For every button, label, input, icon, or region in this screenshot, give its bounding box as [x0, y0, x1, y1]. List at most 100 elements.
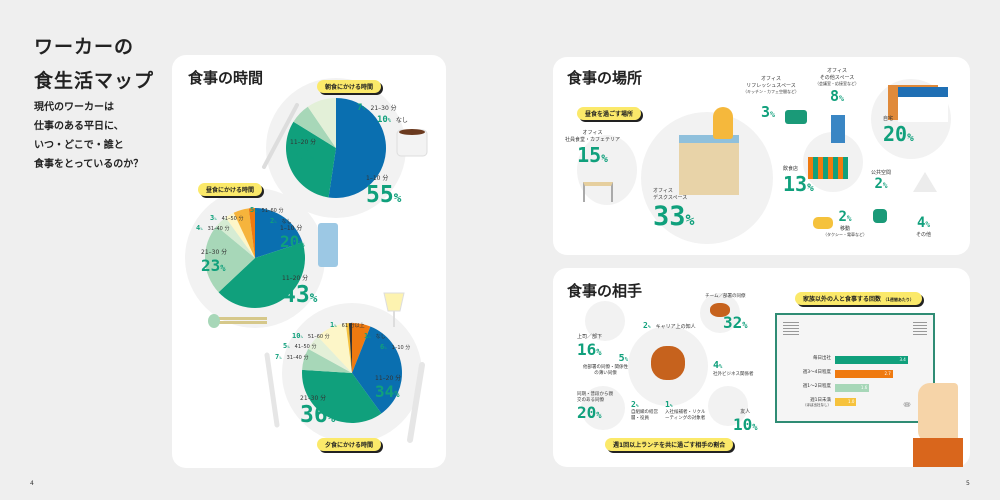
dinner-tag: 夕食にかける時間: [317, 438, 382, 451]
plate-icon: [581, 386, 625, 430]
partner-item: 4% 社外ビジネス関係者: [713, 360, 754, 377]
pie-slice: [317, 323, 352, 373]
pie-slice: [352, 326, 402, 414]
lead-text: 現代のワーカーは 仕事のある平日に、 いつ・どこで・誰と 食事をとっているのか？: [34, 102, 144, 170]
panel-title: 食事の場所: [567, 69, 643, 87]
pie-label: 11–20 分 43%: [282, 275, 318, 308]
hand-illustration: [918, 383, 958, 443]
page-number-right: 5: [966, 480, 970, 487]
bar: 3.4: [835, 356, 908, 364]
place-item-other: 4% その他: [916, 215, 932, 238]
pie-slice: [286, 121, 336, 198]
plate-icon: [585, 301, 625, 341]
partner-tag: 週1回以上ランチを共に過ごす相手の割合: [605, 438, 734, 451]
place-item-home: 自宅 20%: [883, 116, 914, 146]
fork-icon: [264, 352, 280, 428]
partner-item: チーム／部署の同僚 32%: [705, 294, 748, 332]
pie-label: 10% なし: [377, 115, 408, 125]
pie-label: 1–10 分 20%: [280, 225, 305, 251]
partner-item: 2% キャリア上の知人: [643, 321, 696, 330]
pie-label: 11–20 分 33%: [290, 139, 317, 165]
place-item-refresh: オフィス リフレッシュスペース （キッチン・カフェ空間など）: [743, 76, 799, 94]
place-item-refresh-value: 3%: [761, 103, 775, 121]
pie-label: 4% 31–40 分: [196, 224, 230, 232]
pie-slice: [255, 208, 303, 258]
pie-label: 2% なし: [270, 217, 292, 225]
table-icon: [583, 182, 613, 202]
panel-title: 食事の時間: [188, 69, 264, 87]
desk-illustration: [679, 135, 739, 195]
bar: 1.0: [835, 398, 857, 406]
pie-slice: [307, 98, 336, 148]
logo-mark: [783, 321, 799, 335]
bar-category-label: 週1日未満 （ほぼ出社なし）: [803, 398, 831, 407]
partner-item: 同期・普段から親交のある同僚 20%: [577, 392, 613, 422]
wine-glass-icon: [383, 292, 405, 312]
bar: 2.7: [835, 370, 893, 378]
pie-label: 5% 41–50 分: [283, 342, 317, 350]
page-number-left: 4: [30, 480, 34, 487]
partner-item: 1% 入社候補者・リクルーティングの対象者: [665, 400, 706, 421]
pie-slice: [233, 208, 255, 258]
pie-label: 5% 51–60 分: [250, 206, 284, 214]
house-icon: [898, 87, 948, 122]
pie-label: 1% 61 分以上: [330, 321, 365, 329]
meal-place-panel: 食事の場所 昼食を過ごす場所 オフィス 社員食堂・カフェテリア 15% オフィス デス…: [553, 57, 970, 255]
pie-slice: [216, 217, 255, 258]
restaurant-icon: [808, 157, 848, 179]
pie-slice: [205, 226, 255, 293]
pie-charts: [205, 98, 428, 443]
pie-slice: [293, 106, 336, 148]
pie-slice: [328, 98, 386, 198]
tablet-frame: 毎日出社 3.4 週3〜4日程度 2.7 週1〜2日程度 1.6 週1日未満 （ほぼ出社なし）…: [775, 313, 935, 423]
pie-label: 3% 41–50 分: [210, 214, 244, 222]
bar: 1.6: [835, 384, 870, 392]
partner-item: 上司／部下 16%: [577, 334, 603, 359]
place-item-desk: オフィス デスクスペース 33%: [653, 188, 695, 232]
pie-label: 10% 51–60 分: [292, 332, 330, 340]
pie-slice: [352, 323, 371, 373]
meal-time-panel: 食事の時間 朝食にかける時間 昼食にかける時間 夕食にかける時間 7% 21–3…: [172, 55, 446, 468]
pie-slice: [308, 336, 352, 373]
pie-slice: [345, 323, 352, 373]
pie-slice: [248, 208, 255, 258]
bar-category-label: 毎日出社: [813, 356, 831, 361]
pie-label: 21–30 分 23%: [201, 249, 228, 275]
plate-icon: [708, 386, 748, 426]
knife-icon: [407, 362, 425, 443]
menu-icon: [913, 321, 927, 335]
bar-row: 週1〜2日程度 1.6: [777, 383, 937, 394]
lunch-tag: 昼食にかける時間: [198, 183, 263, 196]
partner-item: 友人 10%: [733, 409, 758, 434]
sofa-icon: [785, 110, 807, 124]
food-icon: [710, 303, 730, 317]
bar-row: 週1日未満 （ほぼ出社なし） 1.0: [777, 397, 937, 408]
bar-unit: （回）: [901, 402, 913, 407]
sleeve-illustration: [913, 438, 963, 467]
pie-label: 7% 31–40 分: [275, 353, 309, 361]
pie-label: 6% 1–10 分: [380, 343, 411, 351]
place-tag: 昼食を過ごす場所: [577, 107, 642, 120]
pie-label: 11–20 分 34%: [375, 375, 402, 401]
bar-category-label: 週1〜2日程度: [802, 384, 831, 389]
place-item-cafeteria: オフィス 社員食堂・カフェテリア 15%: [565, 130, 621, 167]
place-item-other-space: オフィス その他スペース （会議室・応接室など） 8%: [815, 68, 859, 105]
bench-icon: [873, 209, 887, 223]
bar-row: 週3〜4日程度 2.7: [777, 369, 937, 380]
bar-row: 毎日出社 3.4: [777, 355, 937, 366]
meal-partner-panel: 食事の相手 上司／部下 16% チーム／部署の同僚 32% 2% キャリア上の知人 …: [553, 268, 970, 467]
breakfast-tag: 朝食にかける時間: [317, 80, 382, 93]
panel-title: 食事の相手: [567, 282, 643, 300]
building-icon: [831, 115, 845, 143]
place-item-public: 公共空間 2%: [871, 170, 892, 192]
bar-chart-title: 家族以外の人と食事する回数 （1週間あたり）: [795, 292, 922, 305]
pie-slice: [302, 369, 382, 423]
main-title: ワーカーの 食生活マップ: [34, 36, 155, 92]
pie-label: 21–30 分 36%: [300, 395, 336, 428]
fork-icon: [262, 103, 299, 169]
partner-item: 5% 他部署の同僚・関係性の薄い同僚: [583, 353, 628, 376]
pie-slice: [218, 242, 305, 308]
bar-category-label: 週3〜4日程度: [802, 370, 831, 375]
taxi-icon: [813, 217, 833, 229]
pie-label: 1% なし: [364, 332, 386, 340]
